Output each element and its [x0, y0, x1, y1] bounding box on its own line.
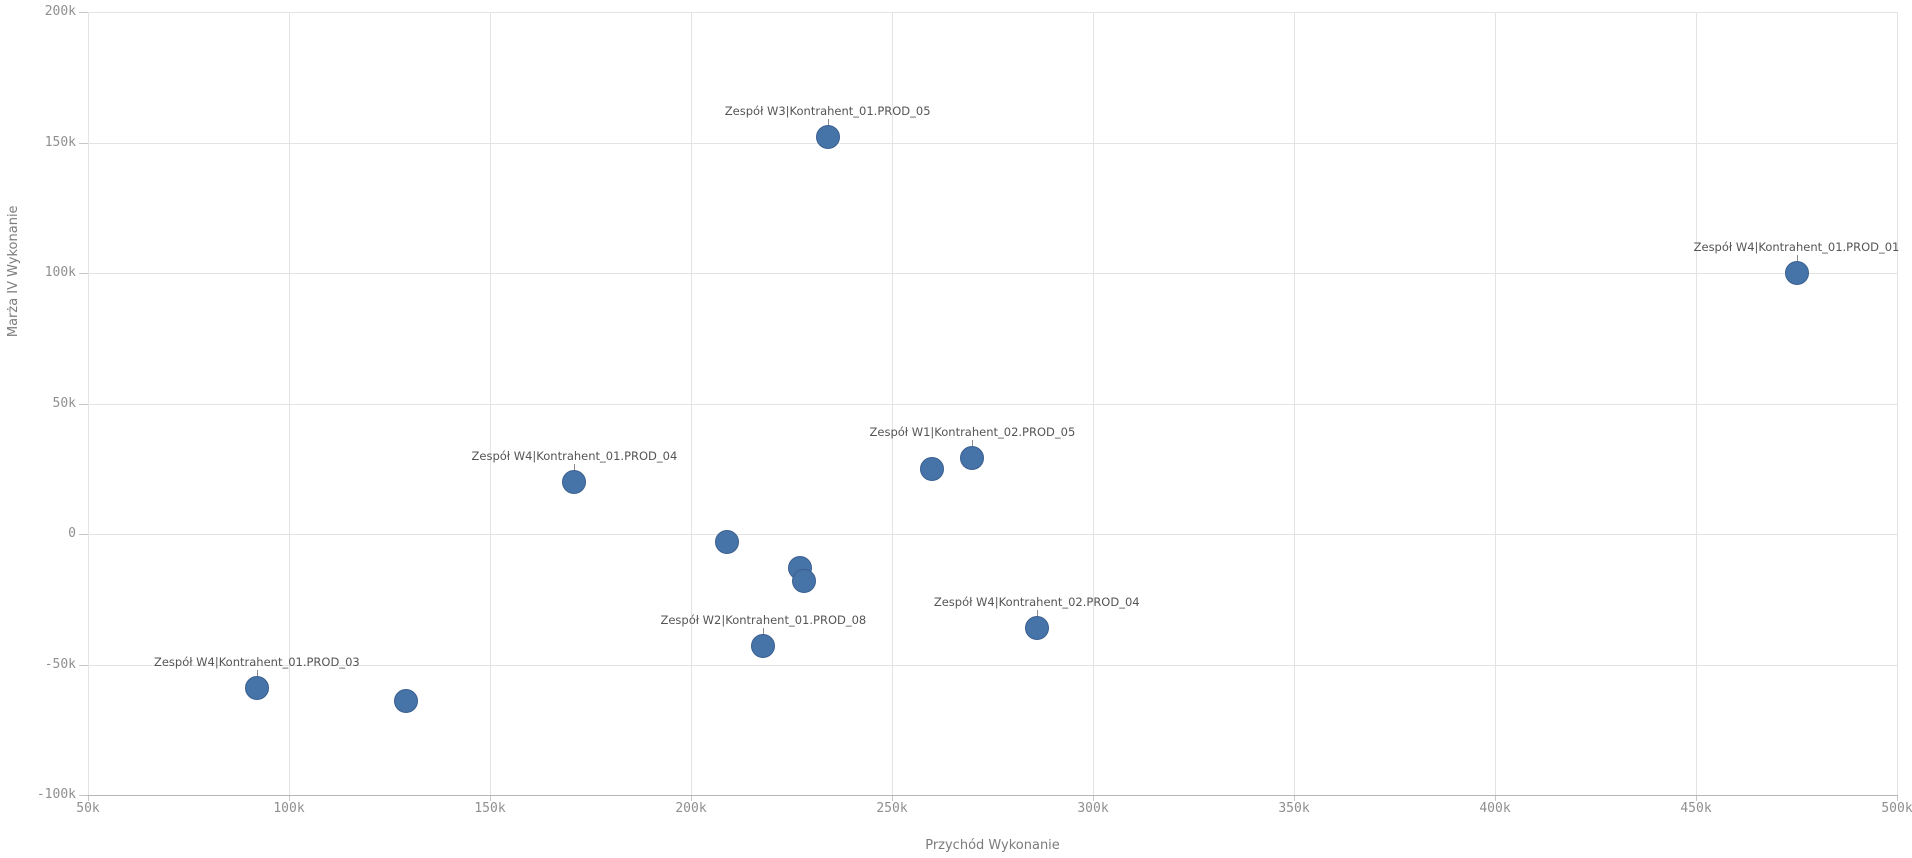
x-tick-label: 400k [1479, 801, 1511, 816]
x-tick-label: 500k [1881, 801, 1912, 816]
y-tick-label: 100k [44, 265, 76, 280]
y-tick-label: 0 [68, 526, 76, 541]
data-point[interactable] [920, 456, 945, 481]
vertical-gridline [289, 12, 290, 795]
horizontal-gridline [88, 403, 1897, 405]
data-point-label: Zespół W4|Kontrahent_01.PROD_04 [471, 448, 678, 463]
x-tick-label: 50k [76, 801, 100, 816]
point-label-connector [972, 440, 974, 447]
data-point[interactable] [562, 469, 587, 494]
x-axis-tick-mark [691, 795, 692, 801]
vertical-gridline [1696, 12, 1697, 795]
y-axis-tick-mark [79, 142, 88, 144]
data-point[interactable] [960, 446, 985, 471]
y-tick-label: 200k [44, 4, 76, 19]
x-axis-tick-mark [289, 795, 290, 801]
data-point-label: Zespół W4|Kontrahent_01.PROD_03 [153, 654, 360, 669]
point-label-connector [256, 669, 258, 676]
y-tick-label: 150k [44, 134, 76, 150]
point-label-connector [1036, 609, 1038, 616]
data-point[interactable] [244, 675, 269, 700]
point-label-connector [574, 463, 576, 470]
x-tick-label: 250k [876, 801, 908, 816]
plot-area: 50k 100k 150k 200k 250k 300k 350k 400k 450k 500k 2… [37, 4, 1912, 816]
data-point[interactable] [791, 568, 816, 593]
horizontal-gridline [88, 534, 1897, 535]
y-axis-tick-mark [79, 795, 88, 796]
y-axis-tick-mark [79, 534, 88, 535]
x-tick-label: 150k [474, 801, 506, 816]
vertical-gridline [1495, 12, 1496, 795]
x-axis-tick-mark [88, 795, 89, 801]
data-point-label: Zespół W2|Kontrahent_01.PROD_08 [660, 613, 867, 628]
x-axis-tick-mark [1294, 795, 1295, 801]
x-tick-label: 450k [1680, 801, 1712, 816]
x-axis-tick-mark [1093, 795, 1094, 801]
vertical-gridline [1093, 12, 1094, 795]
horizontal-gridline [88, 273, 1897, 274]
point-label-connector [827, 119, 829, 126]
vertical-gridline [490, 12, 491, 795]
x-tick-label: 200k [675, 801, 707, 816]
point-label-connector [763, 628, 765, 635]
data-point[interactable] [815, 125, 840, 150]
vertical-gridline [691, 12, 692, 795]
vertical-gridline [892, 12, 893, 795]
x-axis-tick-mark [1897, 795, 1898, 801]
x-axis-tick-mark [1696, 795, 1697, 801]
y-tick-label: 50k [52, 395, 76, 411]
data-point[interactable] [1024, 615, 1049, 640]
data-point-label: Zespół W4|Kontrahent_01.PROD_01 [1693, 240, 1900, 254]
data-point-label: Zespół W1|Kontrahent_02.PROD_05 [869, 425, 1076, 440]
x-tick-label: 100k [273, 801, 305, 816]
data-point[interactable] [393, 689, 418, 714]
data-point[interactable] [715, 529, 740, 554]
x-tick-label: 350k [1278, 801, 1310, 816]
data-point-label: Zespół W4|Kontrahent_02.PROD_04 [933, 594, 1140, 609]
y-axis-tick-mark [79, 12, 88, 13]
vertical-gridline [1897, 12, 1898, 795]
y-tick-label: -50k [44, 656, 76, 672]
y-axis-tick-mark [79, 403, 88, 405]
y-axis-tick-mark [79, 273, 88, 274]
x-tick-label: 300k [1077, 801, 1109, 816]
data-point[interactable] [751, 634, 776, 659]
vertical-gridline [88, 12, 89, 795]
x-axis-tick-mark [1495, 795, 1496, 801]
y-axis-tick-mark [79, 664, 88, 666]
x-axis-line [87, 795, 1898, 796]
y-axis-title-text: Marża IV Wykonanie [6, 205, 21, 338]
vertical-gridline [1294, 12, 1295, 795]
y-tick-label: -100k [36, 787, 76, 802]
point-label-connector [1796, 255, 1798, 261]
horizontal-gridline [88, 12, 1897, 13]
data-point-label: Zespół W3|Kontrahent_01.PROD_05 [724, 104, 931, 119]
data-point[interactable] [1784, 261, 1809, 285]
x-axis-tick-mark [490, 795, 491, 801]
x-axis-tick-mark [892, 795, 893, 801]
x-axis-title: Przychód Wykonanie [925, 838, 1060, 853]
horizontal-gridline [88, 142, 1897, 144]
